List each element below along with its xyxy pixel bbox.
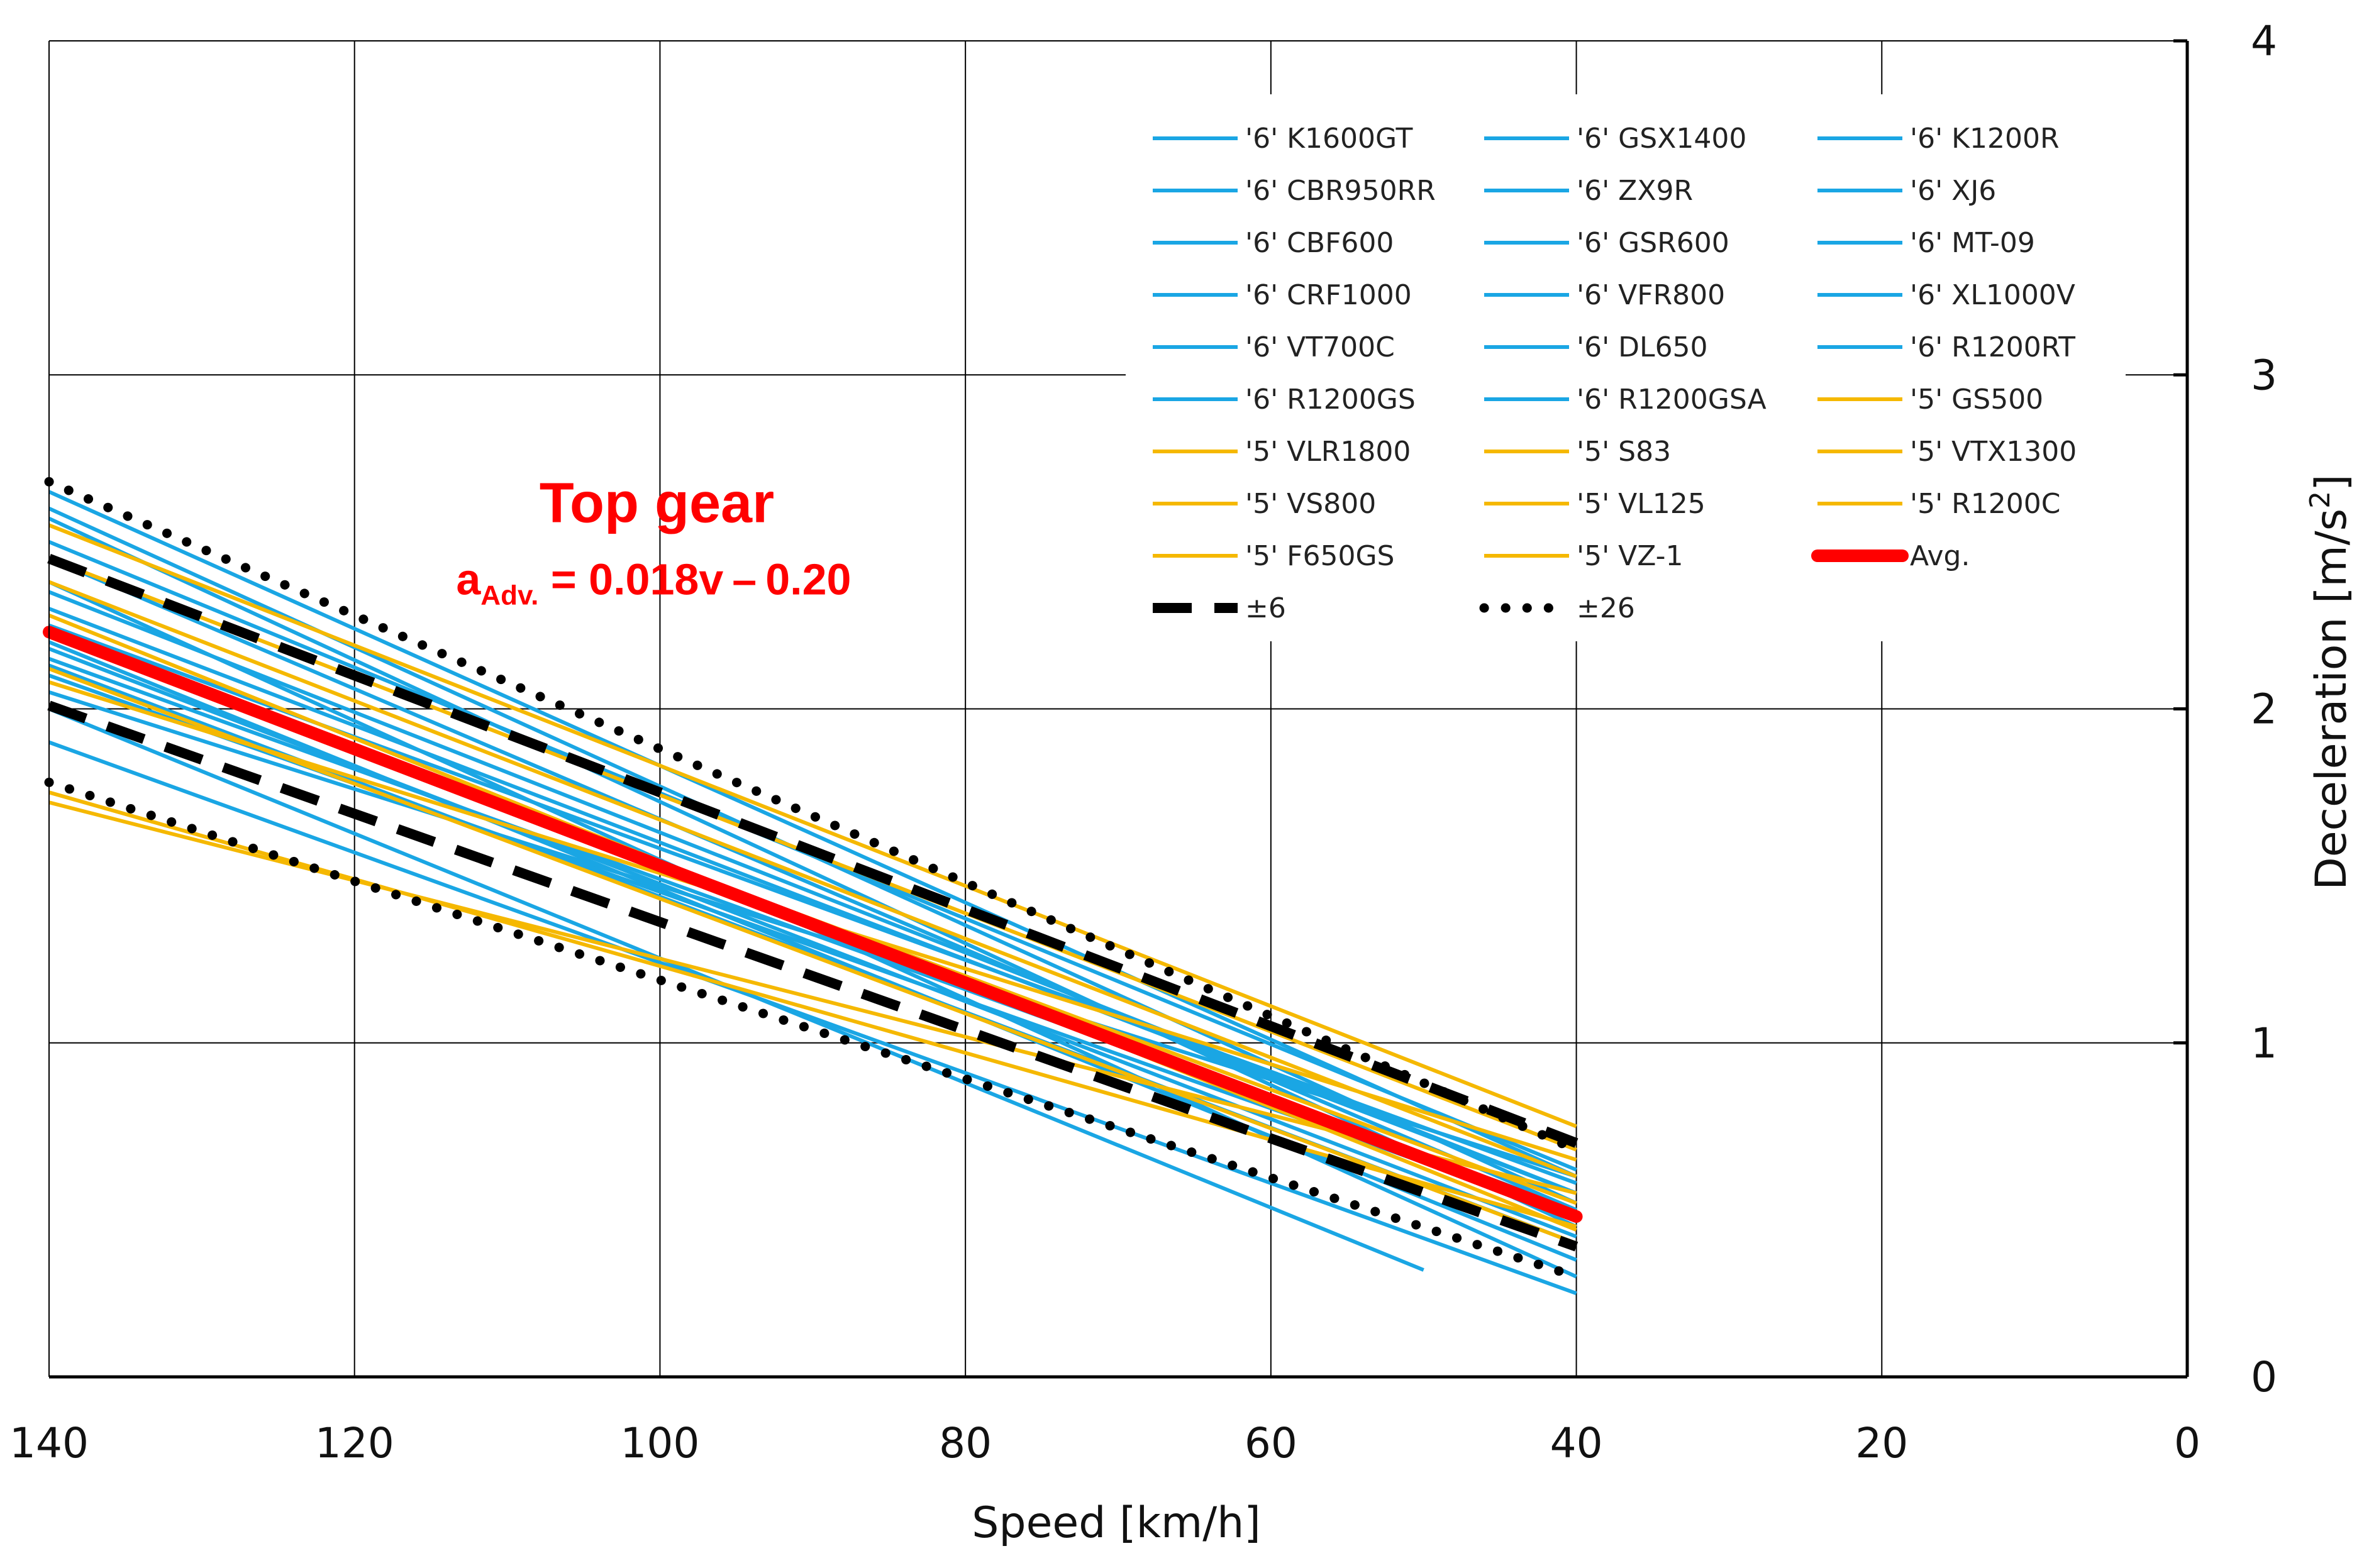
legend-label: '6' GSR600 — [1577, 227, 1729, 259]
legend-item-5-s83: '5' S83 — [1484, 436, 1671, 468]
legend-item-6-vt700c: '6' VT700C — [1153, 331, 1395, 363]
legend-item-6-dl650: '6' DL650 — [1484, 331, 1708, 363]
legend-item-5-vlr1800: '5' VLR1800 — [1153, 436, 1411, 468]
series-line-6-k1200r — [48, 556, 1577, 1212]
legend-item-6-mt-09: '6' MT-09 — [1817, 227, 2035, 259]
legend-item-6-cbr950rr: '6' CBR950RR — [1153, 175, 1436, 207]
legend-label: '6' MT-09 — [1910, 227, 2035, 259]
annotation-title: Top gear — [540, 472, 774, 534]
axes — [48, 39, 2189, 1379]
series-line-26 — [44, 477, 1582, 1155]
legend-item-6-r1200gsa: '6' R1200GSA — [1484, 384, 1767, 416]
legend-item-6-r1200rt: '6' R1200RT — [1817, 331, 2075, 363]
x-tick-label: 80 — [939, 1419, 992, 1467]
legend-item-6-cbf600: '6' CBF600 — [1153, 227, 1394, 259]
legend-label: '6' R1200GS — [1245, 384, 1416, 416]
y-tick-label: 4 — [2251, 17, 2277, 65]
x-tick-label: 20 — [1855, 1419, 1908, 1467]
legend-label: '6' CBF600 — [1245, 227, 1394, 259]
series-line-5-gs500 — [48, 523, 1577, 1129]
legend-label: '6' VT700C — [1245, 331, 1395, 363]
legend-label: '6' K1200R — [1910, 123, 2060, 155]
series-line-5-s83 — [48, 580, 1577, 1179]
tick-labels: 140 120 100 80 60 40 20 0 0 1 2 3 4 — [9, 17, 2277, 1467]
legend-label: '5' VTX1300 — [1910, 436, 2077, 468]
series-line-5-f650gs — [48, 800, 1577, 1195]
x-axis-title: Speed [km/h] — [972, 1498, 1260, 1548]
annotation-equation: aAdv. = 0.018v – 0.20 — [456, 555, 851, 610]
legend-label: '5' R1200C — [1910, 488, 2060, 520]
legend-label: '5' F650GS — [1245, 540, 1395, 572]
legend-label: ±26 — [1577, 592, 1635, 624]
x-tick-label: 0 — [2174, 1419, 2200, 1467]
legend-label: Avg. — [1910, 540, 1970, 572]
legend-label: '6' R1200RT — [1910, 331, 2075, 363]
legend-label: '5' VLR1800 — [1245, 436, 1411, 468]
legend-label: '6' GSX1400 — [1577, 123, 1746, 155]
series-lines — [43, 477, 1583, 1296]
x-tick-label: 100 — [620, 1419, 699, 1467]
legend-label: '6' ZX9R — [1577, 175, 1693, 207]
legend-item-6-gsx1400: '6' GSX1400 — [1484, 123, 1746, 155]
legend-label: '6' DL650 — [1577, 331, 1708, 363]
legend: '6' K1600GT '6' GSX1400 '6' K1200R '6' CBR9… — [1153, 123, 2077, 624]
series-line-5-vl125 — [48, 666, 1577, 1245]
legend-item-6-xl1000v: '6' XL1000V — [1817, 279, 2075, 311]
legend-item-6-r1200gs: '6' R1200GS — [1153, 384, 1416, 416]
legend-item-6-xj6: '6' XJ6 — [1817, 175, 1996, 207]
legend-label: '6' VFR800 — [1577, 279, 1725, 311]
legend-item-6-vfr800: '6' VFR800 — [1484, 279, 1725, 311]
legend-label: '5' VL125 — [1577, 488, 1706, 520]
annotation: Top gear aAdv. = 0.018v – 0.20 — [456, 472, 851, 610]
y-axis-title: Deceleration [m/s2] — [2304, 474, 2356, 890]
legend-item-5-vl125: '5' VL125 — [1484, 488, 1706, 520]
y-tick-label: 2 — [2251, 685, 2277, 734]
legend-item-6-gsr600: '6' GSR600 — [1484, 227, 1729, 259]
legend-label: '6' K1600GT — [1245, 123, 1413, 155]
legend-item-6-crf1000: '6' CRF1000 — [1153, 279, 1412, 311]
series-line-6-k1600gt — [48, 490, 1577, 1178]
legend-label: '6' R1200GSA — [1577, 384, 1767, 416]
legend-item-5-gs500: '5' GS500 — [1817, 384, 2043, 416]
legend-label: '6' XJ6 — [1910, 175, 1996, 207]
legend-item-6-k1600gt: '6' K1600GT — [1153, 123, 1413, 155]
legend-label: ±6 — [1245, 592, 1286, 624]
y-tick-label: 1 — [2251, 1019, 2277, 1068]
legend-item-5-vtx1300: '5' VTX1300 — [1817, 436, 2077, 468]
series-line-5-r1200c — [48, 790, 1577, 1228]
series-line-6-r1200gsa — [48, 590, 1577, 1195]
legend-label: '6' CBR950RR — [1245, 175, 1436, 207]
y-tick-label: 3 — [2251, 351, 2277, 399]
legend-item-5-vs800: '5' VS800 — [1153, 488, 1376, 520]
legend-item-6-zx9r: '6' ZX9R — [1484, 175, 1693, 207]
x-tick-label: 60 — [1245, 1419, 1297, 1467]
legend-label: '5' VZ-1 — [1577, 540, 1684, 572]
series-line-6-dl650 — [48, 647, 1577, 1239]
legend-item-5-vz-1: '5' VZ-1 — [1484, 540, 1684, 572]
legend-label: '5' S83 — [1577, 436, 1671, 468]
legend-box — [1126, 94, 2126, 641]
x-tick-label: 140 — [9, 1419, 89, 1467]
legend-item-avg: Avg. — [1811, 540, 1970, 572]
series-line-sigma1-lower — [47, 700, 1578, 1252]
legend-item-5-f650gs: '5' F650GS — [1153, 540, 1395, 572]
legend-item-5-r1200c: '5' R1200C — [1817, 488, 2060, 520]
y-tick-label: 0 — [2251, 1353, 2277, 1401]
x-tick-label: 40 — [1550, 1419, 1603, 1467]
legend-label: '5' GS500 — [1910, 384, 2043, 416]
series-line-avg — [43, 626, 1583, 1223]
legend-item-26: ±26 — [1479, 592, 1635, 624]
series-line-6 — [47, 553, 1578, 1148]
legend-label: '6' CRF1000 — [1245, 279, 1412, 311]
legend-item-6-k1200r: '6' K1200R — [1817, 123, 2060, 155]
legend-label: '6' XL1000V — [1910, 279, 2075, 311]
legend-label: '5' VS800 — [1245, 488, 1376, 520]
series-line-6-mt-09 — [48, 740, 1577, 1296]
x-tick-label: 120 — [315, 1419, 394, 1467]
legend-background — [1126, 94, 2126, 641]
legend-item-6: ±6 — [1153, 592, 1286, 624]
